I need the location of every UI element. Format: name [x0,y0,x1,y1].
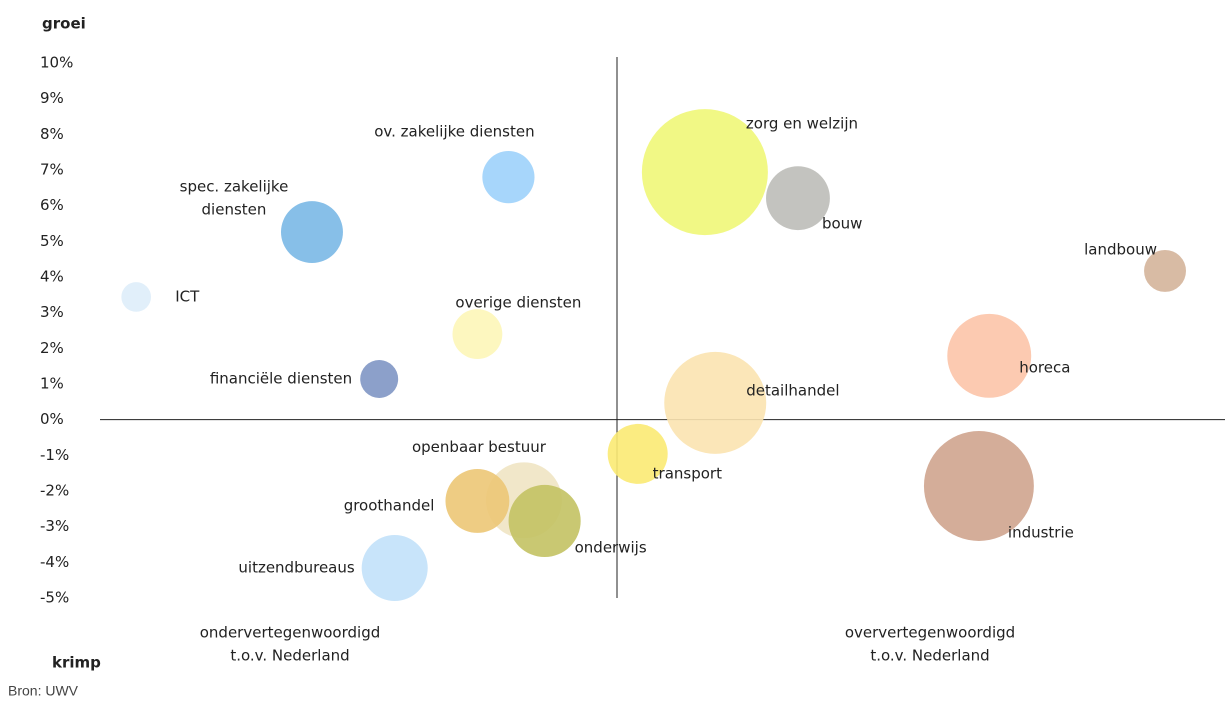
y-tick-label: 0% [40,410,64,428]
bubble [121,282,152,312]
y-label-bottom: krimp [52,654,101,672]
bubble-label: transport [653,464,722,482]
bubble-label: detailhandel [746,381,839,399]
bubble-label: bouw [822,215,862,233]
bubble-label: onderwijs [575,538,647,556]
bubble-label: landbouw [1084,240,1157,258]
bubble-label: spec. zakelijke [180,178,289,196]
bubble [607,423,668,484]
bubble [361,535,428,602]
y-tick-label: 9% [40,89,64,107]
y-tick-label: 6% [40,196,64,214]
bubble [508,484,581,558]
bubble [1144,249,1187,292]
y-tick-label: 7% [40,161,64,179]
y-tick-label: 8% [40,125,64,143]
bubble [641,109,768,236]
y-tick-label: 5% [40,232,64,250]
y-tick-label: -4% [40,553,69,571]
x-label-right: t.o.v. Nederland [870,647,989,665]
bubble [766,166,830,231]
source: Bron: UWV [8,683,79,699]
bubble [452,309,503,359]
bubble-label: overige diensten [455,294,581,312]
bubble [664,351,767,454]
bubble-label: ov. zakelijke diensten [374,123,534,141]
bubble [360,360,399,398]
x-label-left: t.o.v. Nederland [230,647,349,665]
x-label-right: oververtegenwoordigd [845,624,1015,642]
bubble [445,469,510,533]
bubble [280,201,343,264]
y-tick-label: 1% [40,375,64,393]
bubble [482,151,535,204]
bubble [923,431,1034,541]
bubble-label: groothandel [344,496,435,514]
bubble-label: uitzendbureaus [238,559,354,577]
y-tick-label: -5% [40,589,69,607]
y-label-top: groei [42,15,86,33]
y-tick-label: -2% [40,482,69,500]
bubble-label: financiële diensten [210,370,352,388]
y-tick-label: -3% [40,517,69,535]
bubble-label: industrie [1008,524,1074,542]
y-tick-label: 2% [40,339,64,357]
bubble-label: horeca [1019,358,1070,376]
x-label-left: ondervertegenwoordigd [200,624,381,642]
bubble-label: openbaar bestuur [412,438,547,456]
bubble [947,313,1032,398]
y-tick-label: -1% [40,446,69,464]
y-tick-label: 3% [40,303,64,321]
bubble-label: zorg en welzijn [746,115,858,133]
y-tick-label: 4% [40,268,64,286]
bubble-label: ICT [175,287,200,305]
y-tick-label: 10% [40,54,73,72]
bubble-label: diensten [202,201,267,219]
